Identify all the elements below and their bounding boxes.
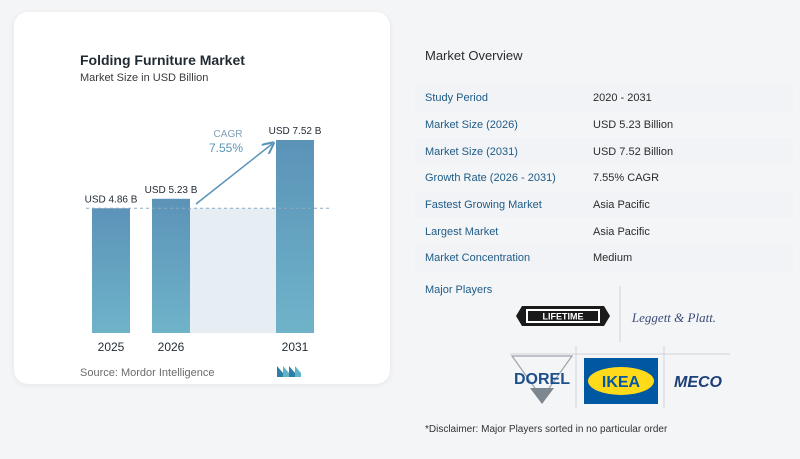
logo-text: Leggett & Platt.: [631, 310, 716, 325]
chart-title: Folding Furniture Market: [80, 52, 245, 68]
growth-shade: [190, 208, 276, 333]
dorel-logo: DOREL: [510, 355, 574, 404]
overview-table: Study Period 2020 - 2031 Market Size (202…: [415, 85, 793, 272]
row-value: Asia Pacific: [593, 225, 650, 238]
overview-row: Market Size (2026) USD 5.23 Billion: [415, 112, 793, 139]
players-logos: LIFETIME Leggett & Platt. DOREL IKEA MEC…: [510, 286, 730, 408]
data-label-2025: USD 4.86 B: [85, 194, 138, 205]
cagr-value: 7.55%: [209, 141, 243, 155]
row-value: Asia Pacific: [593, 199, 650, 212]
bar-2031: [276, 140, 314, 333]
row-label: Study Period: [425, 92, 488, 105]
overview-title: Market Overview: [425, 48, 523, 63]
overview-row: Largest Market Asia Pacific: [415, 218, 793, 245]
logo-text: LIFETIME: [543, 312, 584, 322]
lifetime-logo: LIFETIME: [516, 306, 610, 326]
row-label: Growth Rate (2026 - 2031): [425, 172, 556, 185]
bar-2025: [92, 208, 130, 333]
row-label: Largest Market: [425, 225, 499, 238]
row-value: USD 7.52 Billion: [593, 145, 674, 158]
overview-row: Market Size (2031) USD 7.52 Billion: [415, 138, 793, 166]
x-tick-2031: 2031: [282, 340, 309, 354]
meco-logo: MECO: [674, 374, 723, 391]
chart-subtitle: Market Size in USD Billion: [80, 72, 209, 84]
overview-row: Market Concentration Medium: [415, 245, 793, 272]
chart-svg: USD 4.86 B 2025 USD 5.23 B 2026 USD 7.52 B 20…: [85, 126, 330, 354]
row-value: Medium: [593, 252, 633, 265]
leggett-platt-logo: Leggett & Platt.: [631, 310, 716, 325]
source-note: Source: Mordor Intelligence: [80, 367, 215, 379]
overview-row: Fastest Growing Market Asia Pacific: [415, 191, 793, 219]
row-label: Market Size (2026): [425, 119, 518, 132]
mordor-logo-icon: [277, 366, 301, 377]
logo-text: MECO: [674, 374, 723, 391]
bar-2026: [152, 198, 190, 333]
row-value: USD 5.23 Billion: [593, 119, 674, 132]
row-label: Fastest Growing Market: [425, 199, 542, 212]
x-tick-2025: 2025: [98, 340, 125, 354]
row-value: 7.55% CAGR: [593, 172, 660, 185]
disclaimer: *Disclaimer: Major Players sorted in no …: [425, 424, 668, 435]
logo-text: DOREL: [514, 371, 570, 388]
logo-text: IKEA: [602, 374, 641, 391]
x-tick-2026: 2026: [158, 340, 185, 354]
overview-row: Growth Rate (2026 - 2031) 7.55% CAGR: [415, 165, 793, 192]
row-label: Market Size (2031): [425, 145, 518, 158]
cagr-label: CAGR: [214, 129, 243, 140]
data-label-2031: USD 7.52 B: [269, 126, 322, 137]
row-label: Market Concentration: [425, 252, 531, 265]
row-value: 2020 - 2031: [593, 92, 652, 105]
major-players-title: Major Players: [425, 284, 493, 296]
overview-row: Study Period 2020 - 2031: [415, 85, 793, 112]
cagr-arrow: [195, 144, 272, 205]
ikea-logo: IKEA: [584, 358, 658, 404]
data-label-2026: USD 5.23 B: [145, 185, 198, 196]
